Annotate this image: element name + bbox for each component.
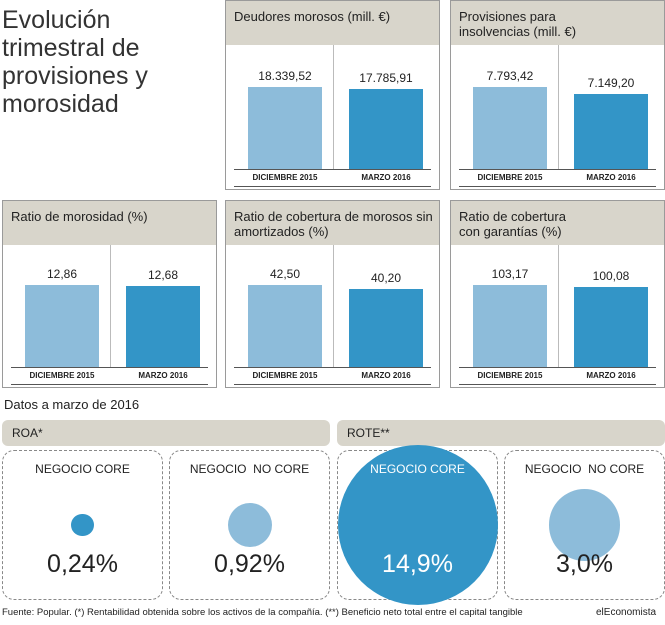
divider	[557, 245, 559, 367]
panel-header: Ratio de morosidad (%)	[3, 201, 216, 245]
bar	[248, 87, 322, 169]
bar	[25, 285, 99, 367]
bar	[349, 289, 423, 367]
x-tick-label: DICIEMBRE 2015	[477, 371, 543, 380]
value-label: 12,68	[147, 268, 179, 283]
category-label: NEGOCIO NO CORE	[189, 462, 310, 476]
bar	[126, 286, 200, 367]
value-label: 103,17	[491, 267, 529, 281]
bar	[473, 87, 547, 169]
bar-panel: Ratio de cobertura con garantías (%) 103,…	[450, 200, 665, 388]
panel-header: Deudores morosos (mill. €)	[226, 1, 439, 45]
section-header: ROTE**	[337, 420, 665, 446]
bar-panel: Ratio de morosidad (%) 12,86 DICIEMBRE 201…	[2, 200, 217, 388]
value-label: 0,92%	[214, 550, 285, 578]
axis-strip	[11, 367, 208, 385]
x-tick-label: MARZO 2016	[361, 173, 411, 182]
bar-panel: Provisiones para insolvencias (mill. €) 7…	[450, 0, 665, 190]
value-label: 7.149,20	[587, 75, 635, 90]
bubble-box	[2, 450, 163, 600]
x-tick-label: MARZO 2016	[586, 371, 636, 380]
axis-strip	[459, 367, 656, 385]
bubble	[548, 489, 621, 561]
subtitle: Datos a marzo de 2016	[4, 397, 140, 412]
divider	[332, 245, 334, 367]
value-label: 17.785,91	[359, 71, 413, 86]
bubble	[227, 503, 272, 547]
value-label: 7.793,42	[486, 69, 534, 83]
divider	[332, 45, 334, 169]
bar	[574, 93, 648, 169]
main-title: Evolución trimestral de provisiones y mo…	[2, 6, 148, 118]
axis-strip	[234, 169, 431, 187]
bubble-box	[169, 450, 330, 600]
value-label: 12,86	[46, 267, 78, 281]
value-label: 0,24%	[47, 550, 118, 578]
x-tick-label: DICIEMBRE 2015	[29, 371, 95, 380]
panel-title: Deudores morosos (mill. €)	[234, 9, 391, 24]
value-label: 40,20	[370, 271, 402, 286]
source: Fuente: Popular. (*) Rentabilidad obteni…	[2, 607, 523, 618]
section-header: ROA*	[2, 420, 330, 446]
category-label: NEGOCIO CORE	[370, 462, 465, 476]
x-tick-label: DICIEMBRE 2015	[252, 371, 318, 380]
axis-strip	[459, 169, 656, 187]
value-label: 100,08	[592, 269, 630, 284]
x-tick-label: DICIEMBRE 2015	[477, 173, 543, 182]
axis-strip	[234, 367, 431, 385]
value-label: 14,9%	[382, 550, 453, 578]
x-tick-label: DICIEMBRE 2015	[252, 173, 318, 182]
bar-panel: Ratio de cobertura de morosos sin amorti…	[225, 200, 440, 388]
bubble	[337, 445, 498, 605]
category-label: NEGOCIO NO CORE	[524, 462, 645, 476]
category-label: NEGOCIO CORE	[35, 462, 130, 476]
panel-header: Provisiones para insolvencias (mill. €)	[451, 1, 664, 45]
x-tick-label: MARZO 2016	[361, 371, 411, 380]
panel-title: Provisiones para insolvencias (mill. €)	[459, 9, 577, 39]
brand: elEconomista	[596, 607, 657, 618]
panel-title: Ratio de cobertura de morosos sin amorti…	[234, 209, 433, 239]
bubble	[71, 513, 94, 537]
divider	[557, 45, 559, 169]
value-label: 18.339,52	[258, 69, 312, 83]
panel-title: Ratio de morosidad (%)	[11, 209, 148, 224]
value-label: 3,0%	[556, 550, 613, 578]
value-label: 42,50	[269, 267, 301, 281]
bar	[473, 285, 547, 367]
panel-title: Ratio de cobertura con garantías (%)	[459, 209, 566, 239]
bar	[248, 285, 322, 367]
bar	[349, 89, 423, 169]
x-tick-label: MARZO 2016	[138, 371, 188, 380]
bar	[574, 287, 648, 367]
panel-header: Ratio de cobertura con garantías (%)	[451, 201, 664, 245]
divider	[109, 245, 111, 367]
panel-header: Ratio de cobertura de morosos sin amorti…	[226, 201, 439, 245]
x-tick-label: MARZO 2016	[586, 173, 636, 182]
bar-panel: Deudores morosos (mill. €) 18.339,52 DICIE…	[225, 0, 440, 190]
